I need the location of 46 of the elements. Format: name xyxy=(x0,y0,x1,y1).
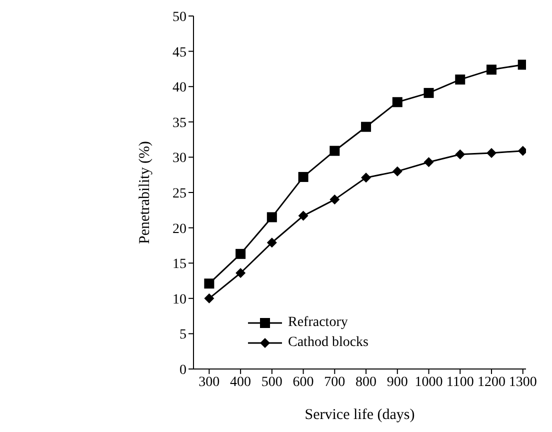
x-tick-label: 1300 xyxy=(508,374,537,390)
y-tick-label: 50 xyxy=(172,10,186,25)
x-tick-label: 1100 xyxy=(446,374,474,390)
x-tick-label: 700 xyxy=(324,374,346,390)
point xyxy=(236,268,246,278)
point xyxy=(424,157,434,168)
x-axis-title: Service life (days) xyxy=(304,407,415,423)
point xyxy=(236,248,246,259)
x-tick-label: 1200 xyxy=(477,374,506,390)
point xyxy=(424,88,434,98)
legend-label: Cathod blocks xyxy=(288,335,368,351)
point xyxy=(361,172,372,183)
point xyxy=(455,149,466,160)
x-tick-label: 1000 xyxy=(414,374,443,390)
y-tick-label: 35 xyxy=(172,116,186,131)
y-tick-label: 45 xyxy=(172,45,186,60)
point xyxy=(392,166,402,176)
y-axis-title: Penetrability (%) xyxy=(136,141,153,244)
point xyxy=(330,146,340,156)
y-tick-label: 10 xyxy=(172,292,186,308)
x-tick-label: 800 xyxy=(356,374,377,390)
point xyxy=(204,293,214,304)
y-tick-label: 30 xyxy=(172,151,186,166)
x-tick-label: 900 xyxy=(386,374,408,390)
point xyxy=(361,122,372,132)
y-tick-label: 15 xyxy=(172,257,186,272)
y-tick-label: 20 xyxy=(172,222,186,237)
point xyxy=(330,194,340,205)
x-tick-label: 300 xyxy=(198,374,220,390)
y-tick-label: 0 xyxy=(180,362,186,378)
point xyxy=(298,172,308,182)
point xyxy=(486,148,496,158)
point xyxy=(455,74,466,85)
point xyxy=(486,64,496,75)
y-tick-label: 25 xyxy=(172,186,186,202)
x-tick-label: 500 xyxy=(261,374,282,390)
point xyxy=(266,212,277,222)
x-tick-label: 600 xyxy=(292,374,314,390)
x-tick-label: 400 xyxy=(230,374,252,390)
y-tick-label: 40 xyxy=(172,80,186,96)
legend-label: Refractory xyxy=(288,315,348,331)
y-tick-label: 5 xyxy=(180,328,186,343)
point xyxy=(266,238,277,248)
point xyxy=(204,278,214,289)
point xyxy=(392,97,402,108)
point xyxy=(298,210,308,221)
